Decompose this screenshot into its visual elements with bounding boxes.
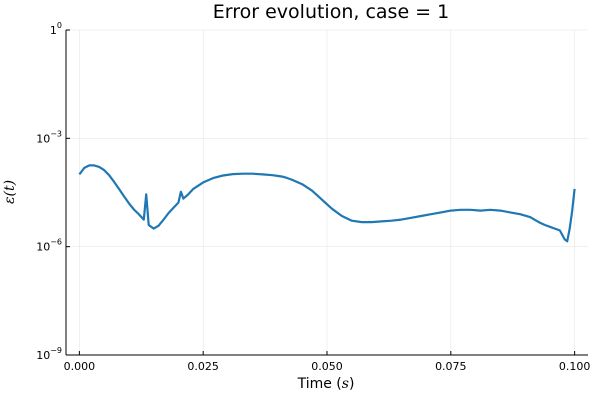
x-axis-label-symbol: s (342, 376, 349, 392)
y-tick-label-exponent: 0 (57, 21, 62, 30)
x-axis-label-text: Time ( (297, 376, 342, 392)
x-tick-label: 0.075 (435, 360, 467, 373)
x-axis-ticks: 0.000 0.025 0.050 0.075 0.100 (64, 351, 591, 373)
y-tick-label: 10−6 (36, 238, 62, 254)
x-tick-label: 0.000 (64, 360, 96, 373)
y-tick-label: 10 (50, 21, 62, 37)
x-tick-label: 0.050 (311, 360, 343, 373)
y-tick-label-base: 1 (50, 24, 57, 37)
y-tick-label: 10−3 (36, 129, 62, 145)
y-tick-label-exponent: −6 (50, 238, 62, 247)
grid (66, 29, 588, 356)
plot-area (78, 164, 576, 243)
y-tick-label-base: 10 (36, 241, 50, 254)
y-tick-label-base: 10 (36, 349, 50, 362)
y-tick-label-exponent: −3 (50, 129, 62, 138)
chart-title: Error evolution, case = 1 (213, 1, 449, 23)
x-axis-label-suffix: ) (349, 376, 354, 392)
x-tick-label: 0.025 (187, 360, 219, 373)
x-axis-label: Time (s) (297, 376, 355, 392)
y-axis-label: ε(t) (2, 180, 18, 204)
y-tick-label: 10−9 (36, 346, 62, 362)
y-tick-label-exponent: −9 (50, 346, 62, 355)
y-axis-ticks: 10−910−610−310 (36, 21, 70, 362)
error-series-line (78, 164, 576, 243)
y-tick-label-base: 10 (36, 132, 50, 145)
x-tick-label: 0.100 (559, 360, 591, 373)
